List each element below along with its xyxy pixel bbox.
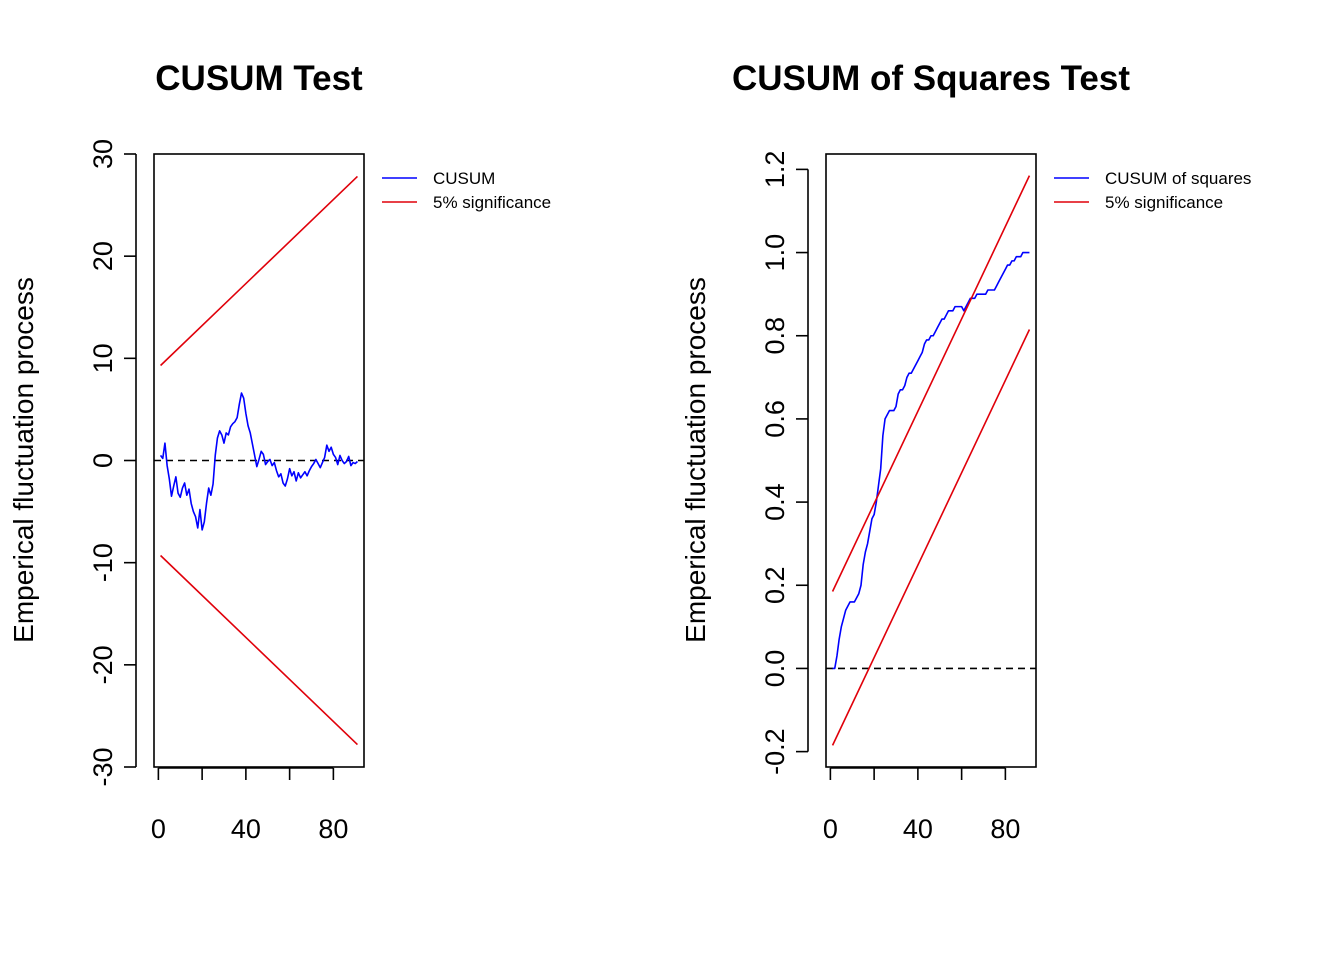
plot-frame <box>825 153 1037 768</box>
y-tick-label: 10 <box>88 343 118 373</box>
legend-label-cusum-of-squares: CUSUM of squares <box>1105 169 1251 188</box>
y-tick-label: 1.0 <box>760 234 790 272</box>
y-tick-label: -10 <box>88 543 118 582</box>
y-tick-label: 0.2 <box>760 566 790 604</box>
x-tick-label: 40 <box>231 814 261 844</box>
cusum-of-squares-test-panel: CUSUM of Squares Test Emperical fluctuat… <box>680 59 1251 844</box>
lower-significance-boundary <box>160 554 358 746</box>
legend-label-significance: 5% significance <box>1105 193 1223 212</box>
lower-significance-boundary <box>831 329 1031 746</box>
chart-title: CUSUM Test <box>155 59 363 98</box>
y-tick-label: 0 <box>88 453 118 468</box>
y-tick-label: 30 <box>88 139 118 169</box>
series-line-cusum-of-squares <box>832 251 1030 670</box>
y-tick-label: 0.8 <box>760 317 790 355</box>
legend-label-cusum: CUSUM <box>433 169 495 188</box>
cusum-test-panel: CUSUM Test Emperical fluctuation process… <box>8 59 551 844</box>
chart-title: CUSUM of Squares Test <box>732 59 1130 98</box>
y-tick-label: -0.2 <box>760 728 790 775</box>
y-axis-label: Emperical fluctuation process <box>680 277 711 643</box>
legend-label-significance: 5% significance <box>433 193 551 212</box>
y-tick-label: 0.6 <box>760 400 790 438</box>
plot-area: -30 -20 -10 0 10 20 30 0 40 80 <box>88 139 365 844</box>
x-tick-label: 40 <box>903 814 933 844</box>
y-tick-label: 0.4 <box>760 483 790 521</box>
x-tick-label: 0 <box>151 814 166 844</box>
upper-significance-boundary <box>831 175 1031 592</box>
x-tick-label: 80 <box>990 814 1020 844</box>
y-tick-label: -20 <box>88 645 118 684</box>
plot-area: -0.2 0.0 0.2 0.4 0.6 0.8 1.0 1.2 0 40 80 <box>760 151 1037 844</box>
y-tick-label: 0.0 <box>760 650 790 688</box>
y-tick-label: 20 <box>88 241 118 271</box>
legend: CUSUM of squares 5% significance <box>1054 169 1251 212</box>
y-axis-label: Emperical fluctuation process <box>8 277 39 643</box>
legend: CUSUM 5% significance <box>382 169 551 212</box>
x-tick-label: 0 <box>823 814 838 844</box>
x-tick-label: 80 <box>318 814 348 844</box>
y-tick-label: 1.2 <box>760 151 790 189</box>
series-line-cusum <box>159 392 358 531</box>
y-tick-label: -30 <box>88 747 118 786</box>
upper-significance-boundary <box>160 175 358 367</box>
